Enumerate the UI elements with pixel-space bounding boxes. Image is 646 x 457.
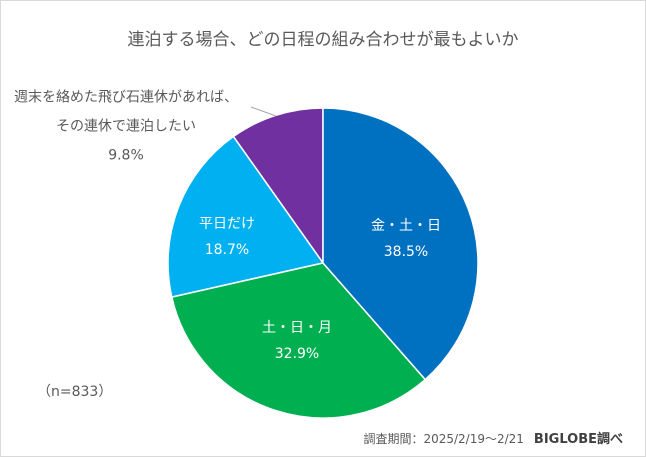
chart-title: 連泊する場合、どの日程の組み合わせが最もよいか — [127, 30, 519, 50]
category-label-line2: その連休で連泊したい — [56, 118, 196, 135]
survey-period: 調査期間：2025/2/19～2/21 — [363, 432, 524, 446]
slice-stepping-stone — [232, 107, 324, 266]
slice-weekdays — [167, 135, 325, 298]
value-label: 9.8% — [108, 147, 144, 164]
slice-label-sat-sun-mon: 土・日・月 32.9% — [262, 315, 332, 367]
sample-size: （n=833） — [37, 384, 113, 400]
category-label: 金・土・日 — [371, 218, 441, 234]
slice-label-stepping-stone: 週末を絡めた飛び石連休があれば、 その連休で連泊したい 9.8% — [14, 84, 238, 171]
source: BIGLOBE調べ — [533, 432, 623, 447]
category-label: 平日だけ — [199, 216, 255, 232]
footer: 調査期間：2025/2/19～2/21 BIGLOBE調べ — [363, 428, 623, 447]
slice-fri-sat-sun — [322, 107, 479, 381]
value-label: 38.5% — [383, 244, 429, 260]
value-label: 18.7% — [204, 242, 250, 258]
slice-label-weekdays: 平日だけ 18.7% — [199, 211, 255, 263]
slice-sat-sun-mon — [170, 262, 427, 419]
category-label: 土・日・月 — [262, 320, 332, 336]
category-label-line1: 週末を絡めた飛び石連休があれば、 — [14, 89, 238, 106]
value-label: 32.9% — [274, 346, 320, 362]
leader-line — [250, 106, 277, 117]
slice-label-fri-sat-sun: 金・土・日 38.5% — [371, 213, 441, 265]
